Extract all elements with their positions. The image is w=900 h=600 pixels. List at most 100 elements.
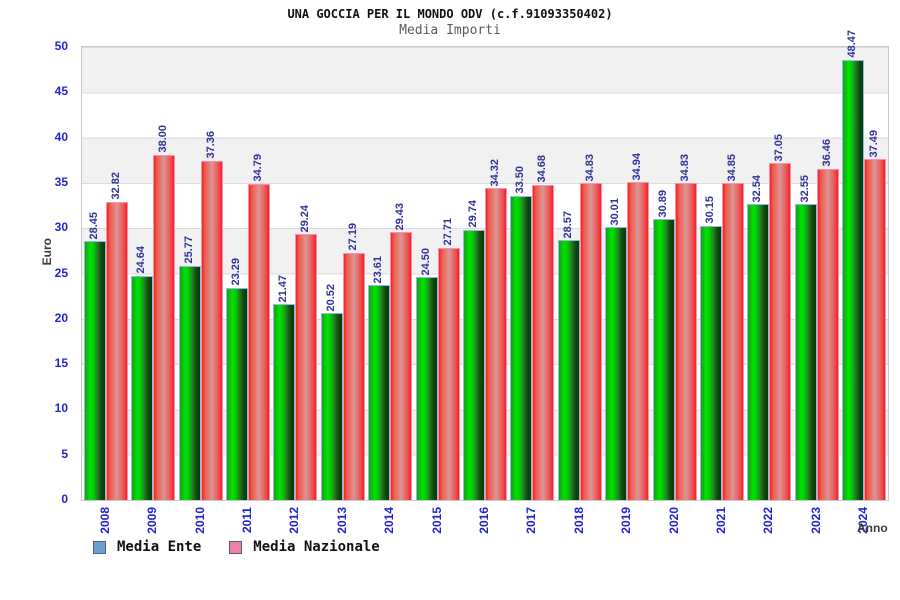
bar-group-2024: 48.47 37.49 2024 <box>841 30 888 534</box>
bar-media-nazionale-2013: 27.19 <box>342 223 365 500</box>
y-tick-45: 45 <box>54 84 68 99</box>
bar-group-2013: 20.52 27.19 2013 <box>319 47 366 534</box>
y-tick-15: 15 <box>54 356 68 371</box>
bar-media-nazionale-2021: 34.85 <box>721 154 744 500</box>
value-label: 37.05 <box>773 133 786 162</box>
legend-label-media-ente: Media Ente <box>117 539 202 555</box>
bar-media-ente-2022: 32.54 <box>747 175 770 500</box>
value-label: 37.36 <box>204 131 217 159</box>
y-tick-10: 10 <box>54 401 68 416</box>
legend-item-media-nazionale: Media Nazionale <box>229 539 380 555</box>
x-tick-2012: 2012 <box>287 507 302 534</box>
bar-group-2012: 21.47 29.24 2012 <box>272 47 319 534</box>
value-label: 48.47 <box>846 30 859 58</box>
value-label: 34.85 <box>725 153 738 182</box>
value-label: 28.57 <box>561 210 574 239</box>
bar-media-ente-2017: 33.50 <box>510 166 533 500</box>
bar-media-nazionale-2009: 38.00 <box>153 125 176 500</box>
bar-media-nazionale-2020: 34.83 <box>674 154 697 500</box>
value-label: 29.24 <box>299 204 312 233</box>
y-tick-30: 30 <box>54 220 68 235</box>
x-tick-2013: 2013 <box>334 507 349 534</box>
value-label: 30.89 <box>656 189 669 218</box>
bar-group-2014: 23.61 29.43 2014 <box>366 47 413 534</box>
y-tick-25: 25 <box>54 265 68 280</box>
value-label: 30.01 <box>609 197 622 226</box>
value-label: 24.64 <box>135 246 148 274</box>
bar-group-2015: 24.50 27.71 2015 <box>414 47 461 534</box>
value-label: 27.71 <box>441 218 454 246</box>
value-label: 29.74 <box>466 200 479 228</box>
chart-subtitle: Media Importi <box>399 23 501 38</box>
y-axis-ticks: 0 5 10 15 20 25 30 35 40 45 50 <box>0 39 75 506</box>
bar-media-ente-2016: 29.74 <box>462 200 485 500</box>
value-label: 20.52 <box>324 283 337 312</box>
legend-item-media-ente: Media Ente <box>93 539 201 555</box>
value-label: 37.49 <box>868 129 881 158</box>
value-label: 23.61 <box>372 255 385 284</box>
x-axis-label: Anno <box>857 521 888 535</box>
bar-media-ente-2010: 25.77 <box>178 236 201 500</box>
bar-group-2023: 32.55 36.46 2023 <box>793 47 840 534</box>
value-label: 29.43 <box>394 202 407 231</box>
x-tick-2008: 2008 <box>97 507 112 534</box>
chart-title: UNA GOCCIA PER IL MONDO ODV (c.f.9109335… <box>287 7 613 21</box>
value-label: 27.19 <box>346 223 359 251</box>
x-tick-2009: 2009 <box>145 507 160 534</box>
bar-group-2016: 29.74 34.32 2016 <box>461 47 508 534</box>
bar-group-2008: 28.45 32.82 2008 <box>82 47 129 534</box>
bar-media-ente-2024: 48.47 <box>842 30 865 500</box>
value-label: 32.54 <box>751 174 764 203</box>
bar-group-2017: 33.50 34.68 2017 <box>509 47 556 534</box>
value-label: 38.00 <box>157 125 170 153</box>
bar-media-nazionale-2014: 29.43 <box>390 203 413 500</box>
value-label: 34.83 <box>678 153 691 182</box>
bar-media-nazionale-2022: 37.05 <box>769 134 792 500</box>
y-tick-50: 50 <box>54 39 68 53</box>
value-label: 23.29 <box>229 258 242 286</box>
bar-media-ente-2020: 30.89 <box>652 190 675 500</box>
x-tick-2022: 2022 <box>761 507 776 534</box>
y-tick-35: 35 <box>54 174 68 189</box>
bar-media-ente-2013: 20.52 <box>320 284 343 500</box>
bar-media-nazionale-2018: 34.83 <box>579 154 602 500</box>
bar-media-ente-2019: 30.01 <box>605 198 628 500</box>
x-tick-2020: 2020 <box>666 507 681 534</box>
x-tick-2011: 2011 <box>239 507 254 534</box>
value-label: 32.55 <box>798 174 811 203</box>
bar-media-ente-2021: 30.15 <box>699 196 722 500</box>
bar-media-nazionale-2024: 37.49 <box>864 130 887 500</box>
plot-area: 28.45 32.82 2008 24.64 38.00 2009 25.77 37.36 20… <box>81 30 889 534</box>
bar-media-nazionale-2011: 34.79 <box>247 154 270 500</box>
y-tick-0: 0 <box>61 492 68 506</box>
y-tick-40: 40 <box>54 129 68 144</box>
legend-swatch-ente-icon <box>93 540 106 554</box>
x-tick-2018: 2018 <box>571 507 586 534</box>
bar-media-ente-2023: 32.55 <box>794 175 817 500</box>
legend-label-media-nazionale: Media Nazionale <box>253 539 380 555</box>
x-tick-2015: 2015 <box>429 507 444 534</box>
bar-media-nazionale-2015: 27.71 <box>437 218 460 500</box>
bar-media-nazionale-2010: 37.36 <box>200 131 223 500</box>
bar-group-2009: 24.64 38.00 2009 <box>129 47 176 534</box>
x-tick-2010: 2010 <box>192 507 207 534</box>
value-label: 34.79 <box>251 154 264 182</box>
bar-group-2020: 30.89 34.83 2020 <box>651 47 698 534</box>
bar-media-nazionale-2012: 29.24 <box>295 205 318 500</box>
legend-swatch-nazionale-icon <box>229 540 243 554</box>
bar-media-ente-2008: 28.45 <box>83 212 106 500</box>
bar-group-2010: 25.77 37.36 2010 <box>177 47 224 534</box>
value-label: 34.68 <box>536 155 549 183</box>
bar-group-2011: 23.29 34.79 2011 <box>224 47 271 533</box>
bar-media-nazionale-2016: 34.32 <box>484 159 507 500</box>
value-label: 21.47 <box>277 274 290 303</box>
bar-media-nazionale-2008: 32.82 <box>105 172 128 500</box>
x-tick-2014: 2014 <box>382 507 397 534</box>
bar-media-ente-2015: 24.50 <box>415 248 438 500</box>
value-label: 36.46 <box>820 139 833 167</box>
legend: Media Ente Media Nazionale <box>93 539 408 555</box>
x-tick-2021: 2021 <box>713 507 728 534</box>
value-label: 25.77 <box>182 236 195 264</box>
bar-group-2019: 30.01 34.94 2019 <box>603 47 650 534</box>
